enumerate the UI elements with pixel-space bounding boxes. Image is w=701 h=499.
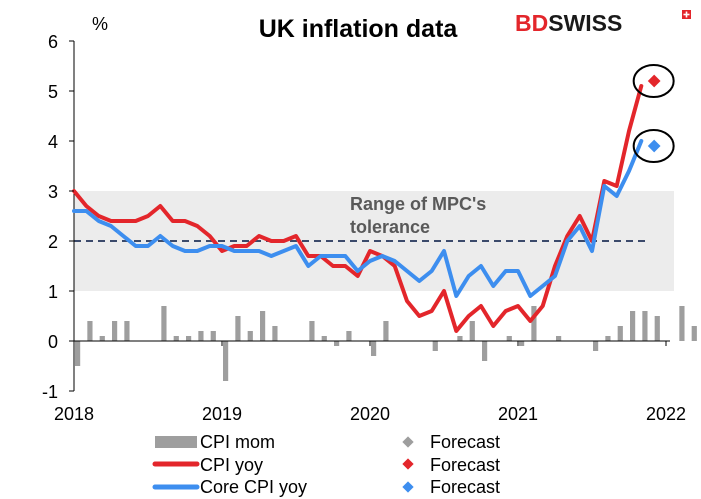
legend-label: Forecast <box>430 455 500 475</box>
cpi-mom-bar <box>161 306 167 341</box>
cpi-mom-bar <box>99 336 105 341</box>
legend-label: CPI yoy <box>200 455 263 475</box>
cpi-mom-bar <box>432 341 438 351</box>
cpi-mom-bar <box>235 316 241 341</box>
legend-item-cpi-mom: CPI mom <box>155 432 275 452</box>
legend-item-forecast-mom: Forecast <box>402 432 500 452</box>
chart-title: UK inflation data <box>259 15 459 43</box>
legend-item-cpi-yoy: CPI yoy <box>152 455 263 475</box>
legend: CPI mom Forecast CPI yoy Forecast Core C… <box>152 432 500 497</box>
cpi-mom-bar <box>383 321 389 341</box>
legend-diamond-blue-icon <box>402 481 414 493</box>
cpi-mom-bar <box>457 336 463 341</box>
cpi-mom-bar <box>506 336 512 341</box>
cpi-mom-bar <box>334 341 340 346</box>
brand-logo: BDSWISS <box>515 10 691 36</box>
cpi-mom-bar <box>371 341 377 356</box>
y-tick-label: 5 <box>48 82 58 102</box>
brand-logo-swiss: SWISS <box>548 10 622 36</box>
y-tick-label: 2 <box>48 232 58 252</box>
y-tick-label: 4 <box>48 132 58 152</box>
x-tick-label: 2019 <box>202 404 242 424</box>
legend-swatch-bar <box>155 436 197 448</box>
x-tick-label: 2020 <box>350 404 390 424</box>
forecast-diamond-icon <box>647 74 661 88</box>
cpi-mom-bar <box>272 326 278 341</box>
cpi-mom-bar <box>247 331 253 341</box>
cpi-mom-bar <box>260 311 266 341</box>
legend-diamond-gray-icon <box>402 436 414 448</box>
x-tick-label: 2018 <box>54 404 94 424</box>
cpi-mom-bar <box>617 326 623 341</box>
cpi-mom-bar <box>173 336 179 341</box>
cpi-mom-bar <box>124 321 130 341</box>
cpi-mom-bar <box>593 341 599 351</box>
y-tick-label: 1 <box>48 282 58 302</box>
cpi-mom-bar <box>87 321 93 341</box>
forecast-highlight-ellipse <box>632 64 675 98</box>
legend-item-forecast-cpi: Forecast <box>402 455 500 475</box>
x-tick-label: 2021 <box>498 404 538 424</box>
legend-label: Forecast <box>430 477 500 497</box>
cpi-mom-bar <box>469 321 475 341</box>
x-tick-label: 2022 <box>646 404 686 424</box>
tolerance-annotation-line1: Range of MPC's <box>350 194 486 214</box>
cpi-mom-bar <box>482 341 488 361</box>
cpi-mom-bar <box>531 306 537 341</box>
forecast-highlight-ellipse <box>632 129 675 163</box>
cpi-mom-bar <box>210 331 216 341</box>
swiss-cross-icon <box>682 10 691 19</box>
tolerance-annotation-line2: tolerance <box>350 217 430 237</box>
legend-item-core-cpi-yoy: Core CPI yoy <box>152 477 307 497</box>
cpi-mom-bar <box>75 341 81 366</box>
legend-label: CPI mom <box>200 432 275 452</box>
cpi-mom-bar <box>112 321 118 341</box>
cpi-mom-bar <box>679 306 685 341</box>
cpi-mom-bar <box>654 316 660 341</box>
core-cpi-yoy-line <box>72 139 644 298</box>
cpi-yoy-line <box>72 84 644 333</box>
cpi-mom-bar <box>309 321 315 341</box>
y-tick-label: 3 <box>48 182 58 202</box>
brand-logo-bd: BD <box>515 10 548 36</box>
cpi-mom-bar <box>186 336 192 341</box>
cpi-mom-bar <box>642 311 648 341</box>
cpi-mom-bar <box>346 331 352 341</box>
legend-diamond-red-icon <box>402 458 414 470</box>
cpi-mom-bar <box>223 341 229 381</box>
y-tick-label: 0 <box>48 332 58 352</box>
cpi-mom-bar <box>198 331 204 341</box>
y-axis-unit: % <box>92 14 108 34</box>
cpi-mom-bar <box>605 336 611 341</box>
legend-label: Core CPI yoy <box>200 477 307 497</box>
svg-text:BDSWISS: BDSWISS <box>515 10 622 36</box>
legend-item-forecast-core: Forecast <box>402 477 500 497</box>
cpi-mom-bar <box>321 336 327 341</box>
y-tick-label: 6 <box>48 32 58 52</box>
cpi-mom-bar <box>630 311 636 341</box>
y-tick-label: -1 <box>42 382 58 402</box>
forecast-diamond-icon <box>647 139 661 153</box>
cpi-mom-bar <box>519 341 525 346</box>
cpi-mom-bar <box>556 336 562 341</box>
cpi-mom-bar <box>691 326 697 341</box>
legend-label: Forecast <box>430 432 500 452</box>
